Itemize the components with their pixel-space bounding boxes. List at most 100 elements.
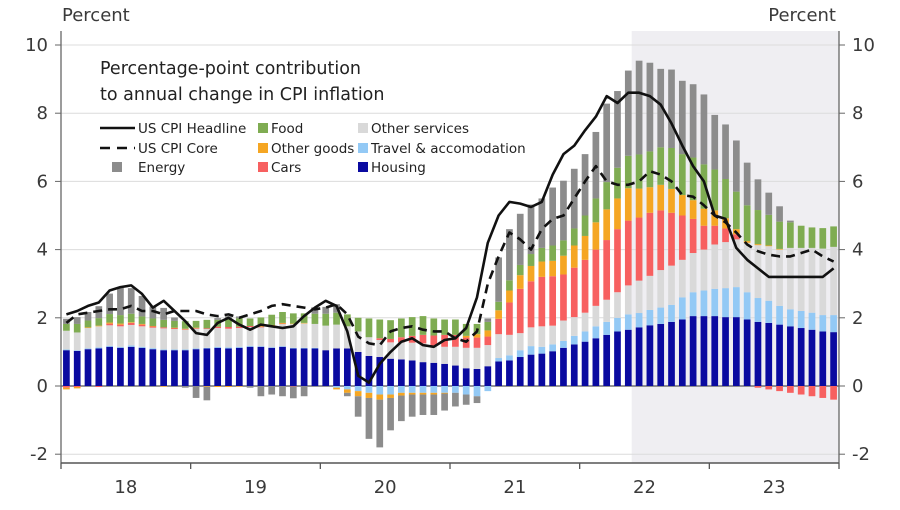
bar-stack [106, 293, 113, 386]
bar-segment-travel [797, 310, 805, 329]
bar-segment-food [354, 317, 362, 332]
bar-segment-food [181, 321, 189, 329]
bar-segment-other-goods [549, 260, 557, 277]
bar-segment-housing [689, 316, 697, 386]
bar-segment-energy [462, 394, 470, 405]
bar-segment-travel [808, 312, 816, 330]
bar-segment-cars [419, 334, 427, 344]
bar-segment-housing [246, 346, 254, 386]
bar-segment-housing [646, 325, 654, 386]
bar-segment-other-services [830, 246, 837, 316]
bar-segment-cars [808, 386, 816, 397]
bar-segment-food [430, 318, 438, 336]
bar-stack [225, 316, 232, 388]
bar-segment-food [732, 191, 740, 230]
bar-stack [95, 306, 103, 388]
bar-segment-travel [506, 355, 513, 361]
bar-segment-travel [311, 347, 319, 349]
bar-segment-energy [171, 317, 178, 321]
bar-segment-other-services [787, 247, 794, 310]
bar-segment-energy [495, 257, 502, 302]
bar-segment-travel [106, 345, 113, 347]
bar-segment-other-services [722, 242, 729, 289]
bar-segment-other-services [473, 347, 481, 369]
bar-segment-cars [516, 288, 524, 334]
bar-segment-other-services [257, 327, 265, 347]
bar-segment-other-services [138, 326, 146, 347]
bar-segment-cars [570, 267, 578, 318]
bar-segment-housing [387, 358, 394, 386]
bar-segment-energy [84, 312, 92, 321]
x-tick-label: 22 [633, 477, 656, 498]
bar-segment-other-goods [84, 327, 92, 329]
bar-segment-other-services [214, 328, 222, 347]
bar-segment-cars [430, 335, 438, 346]
bar-segment-other-services [279, 323, 286, 347]
bar-segment-other-services [462, 347, 470, 369]
bar-segment-other-goods [279, 322, 286, 324]
bar-segment-housing [614, 331, 621, 386]
bar-segment-cars [700, 225, 708, 250]
bar-segment-food [63, 323, 70, 331]
bar-segment-food [311, 313, 319, 324]
bar-segment-other-services [560, 320, 567, 341]
bar-segment-other-services [419, 343, 427, 363]
bar-segment-housing [776, 324, 783, 386]
bar-segment-housing [376, 357, 384, 386]
bar-segment-travel [570, 335, 578, 345]
bar-segment-cars [73, 386, 81, 388]
bar-segment-energy [452, 392, 459, 407]
bar-segment-travel [430, 386, 438, 393]
bar-segment-food [192, 320, 200, 328]
bar-segment-energy [279, 386, 286, 397]
legend-swatch-icon [358, 162, 368, 172]
bar-segment-other-services [289, 323, 297, 348]
bar-segment-cars [106, 323, 113, 326]
bar-segment-travel [538, 346, 546, 354]
bar-segment-housing [830, 332, 837, 386]
bar-segment-other-services [700, 249, 708, 291]
bar-segment-cars [149, 326, 157, 328]
left-y-tick-label: 6 [37, 171, 48, 192]
bar-segment-housing [462, 368, 470, 386]
bar-segment-housing [754, 321, 762, 386]
legend-label: Cars [271, 160, 301, 176]
x-tick-label: 23 [763, 477, 786, 498]
bar-stack [246, 318, 254, 388]
bar-segment-cars [279, 323, 286, 325]
bar-segment-other-goods [516, 275, 524, 289]
bar-stack [527, 204, 535, 386]
bar-segment-housing [743, 319, 751, 386]
bar-segment-energy [430, 394, 438, 415]
bar-stack [257, 317, 265, 397]
bar-segment-travel [527, 346, 535, 355]
bar-segment-energy [603, 103, 611, 183]
bar-segment-other-services [430, 345, 438, 363]
bar-segment-food [711, 169, 719, 211]
bar-segment-travel [343, 386, 351, 390]
bar-segment-food [117, 315, 124, 324]
bar-segment-housing [311, 348, 319, 386]
bar-segment-other-goods [365, 392, 373, 398]
right-y-tick-label: 6 [852, 171, 863, 192]
bar-segment-other-services [63, 330, 70, 350]
bar-segment-other-services [117, 326, 124, 347]
bar-stack [819, 228, 827, 398]
bar-segment-energy [700, 94, 708, 165]
bar-segment-other-services [635, 280, 643, 314]
bar-segment-cars [635, 217, 643, 281]
bar-stack [603, 103, 611, 386]
bar-segment-travel [408, 386, 416, 393]
bar-segment-energy [614, 91, 621, 168]
bar-segment-travel [668, 304, 675, 322]
bar-segment-travel [257, 346, 265, 347]
bar-segment-food [624, 155, 632, 189]
bar-segment-housing [127, 346, 135, 386]
bar-stack [127, 288, 135, 386]
bar-segment-food [506, 280, 513, 291]
bar-segment-travel [624, 314, 632, 330]
legend-swatch-icon [258, 162, 268, 172]
bar-segment-travel [700, 290, 708, 317]
bar-segment-travel [678, 297, 686, 320]
bar-segment-cars [722, 228, 729, 243]
